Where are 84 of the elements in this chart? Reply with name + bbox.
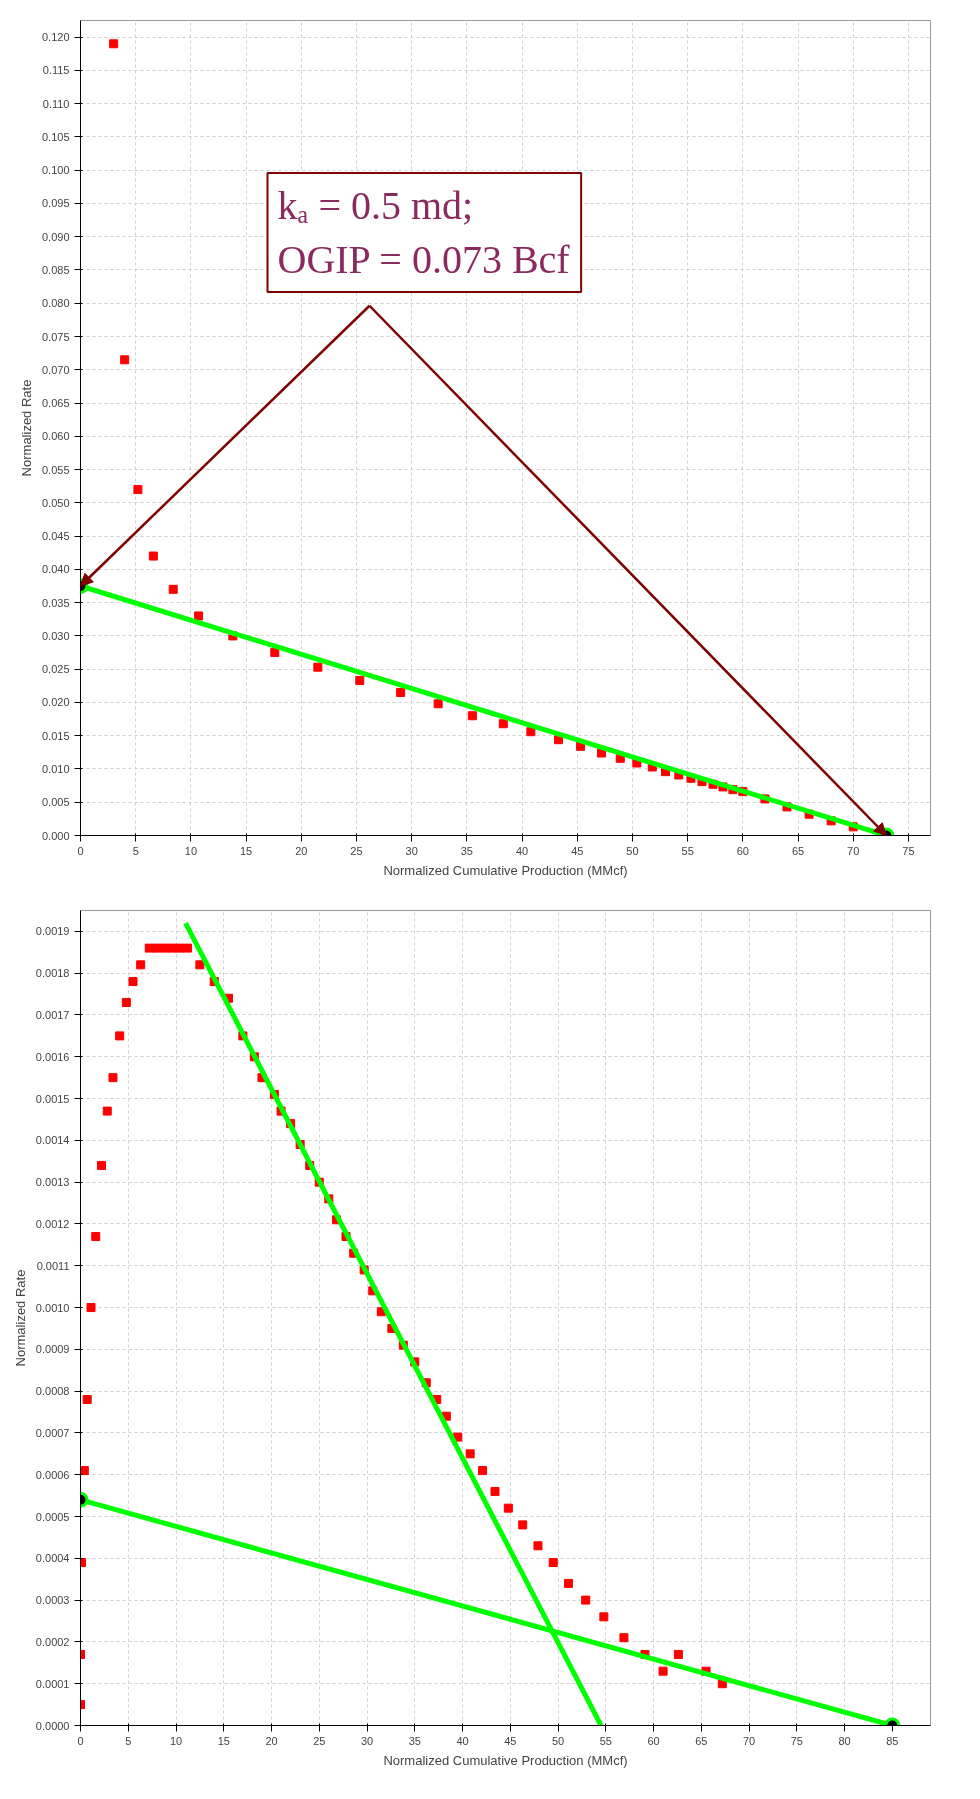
x-tick-label: 15 [217, 1734, 230, 1747]
x-tick-label: 50 [626, 844, 639, 857]
y-tick-label: 0.0010 [35, 1301, 70, 1314]
y-tick-label: 0.0013 [35, 1176, 70, 1189]
y-tick-label: 0.0008 [35, 1385, 70, 1398]
y-tick-label: 0.0015 [35, 1092, 70, 1105]
x-tick-label: 40 [515, 844, 529, 857]
x-tick-label: 60 [647, 1734, 660, 1747]
y-tick-label: 0.015 [41, 729, 70, 742]
y-tick-label: 0.070 [41, 363, 70, 376]
x-tick-label: 0 [77, 844, 84, 857]
y-tick-label: 0.005 [41, 796, 70, 809]
y-tick-label: 0.060 [41, 430, 70, 443]
y-tick-label: 0.0001 [35, 1677, 70, 1690]
y-tick-label: 0.035 [41, 596, 70, 609]
y-tick-label: 0.0000 [35, 1719, 70, 1732]
x-tick-label: 15 [239, 844, 253, 857]
y-tick-label: 0.040 [41, 563, 70, 576]
x-tick-label: 45 [504, 1734, 517, 1747]
y-tick-label: 0.045 [41, 530, 70, 543]
y-tick-label: 0.085 [41, 263, 70, 276]
x-tick-label: 25 [350, 844, 363, 857]
y-tick-label: 0.0002 [35, 1635, 70, 1648]
x-axis-title: Normalized Cumulative Production (MMcf) [383, 862, 628, 878]
y-tick-label: 0.0018 [35, 967, 70, 980]
y-tick-label: 0.0006 [35, 1468, 70, 1481]
y-tick-label: 0.0016 [35, 1050, 70, 1063]
x-tick-label: 65 [791, 844, 805, 857]
x-tick-label: 50 [551, 1734, 565, 1747]
y-tick-label: 0.000 [41, 829, 70, 842]
x-tick-label: 25 [313, 1734, 326, 1747]
x-tick-label: 10 [184, 844, 198, 857]
x-tick-label: 60 [736, 844, 749, 857]
x-tick-label: 70 [847, 844, 860, 857]
y-tick-label: 0.080 [41, 297, 70, 310]
y-axis-title: Normalized Rate [12, 1269, 28, 1367]
x-tick-label: 80 [838, 1734, 851, 1747]
y-axis-title: Normalized Rate [18, 379, 34, 477]
x-tick-label: 70 [742, 1734, 756, 1747]
x-tick-label: 55 [599, 1734, 612, 1747]
x-tick-label: 0 [77, 1734, 84, 1747]
y-tick-label: 0.0009 [35, 1343, 70, 1356]
y-tick-label: 0.0019 [35, 925, 70, 938]
y-tick-label: 0.0011 [36, 1259, 70, 1272]
y-tick-label: 0.030 [41, 629, 70, 642]
y-tick-label: 0.0005 [35, 1510, 70, 1523]
x-tick-label: 30 [360, 1734, 374, 1747]
y-tick-label: 0.050 [41, 496, 70, 509]
x-tick-label: 20 [295, 844, 308, 857]
x-tick-label: 20 [265, 1734, 278, 1747]
y-tick-label: 0.090 [41, 230, 70, 243]
x-tick-label: 45 [571, 844, 584, 857]
x-tick-label: 35 [460, 844, 473, 857]
annotation: kₐ = 0.5 md; OGIP = 0.073 Bcf [277, 182, 571, 282]
y-tick-label: 0.025 [41, 663, 70, 676]
y-tick-label: 0.055 [41, 463, 70, 476]
y-tick-label: 0.115 [42, 64, 70, 77]
y-tick-label: 0.0003 [35, 1594, 70, 1607]
x-tick-label: 5 [125, 1734, 132, 1747]
y-tick-label: 0.0004 [35, 1552, 70, 1565]
x-tick-label: 75 [902, 844, 915, 857]
x-axis-title: Normalized Cumulative Production (MMcf) [383, 1752, 628, 1768]
y-tick-label: 0.095 [41, 197, 70, 210]
y-tick-label: 0.020 [41, 696, 70, 709]
y-tick-label: 0.075 [41, 330, 70, 343]
x-tick-label: 55 [681, 844, 694, 857]
x-tick-label: 35 [408, 1734, 421, 1747]
x-tick-label: 30 [405, 844, 418, 857]
y-tick-label: 0.065 [41, 397, 70, 410]
x-tick-label: 5 [132, 844, 139, 857]
x-tick-label: 65 [695, 1734, 708, 1747]
y-tick-label: 0.010 [41, 762, 70, 775]
x-tick-label: 85 [886, 1734, 899, 1747]
y-tick-label: 0.0007 [35, 1426, 70, 1439]
y-tick-label: 0.105 [41, 130, 70, 143]
y-tick-label: 0.110 [42, 97, 70, 110]
y-tick-label: 0.120 [41, 31, 70, 44]
y-tick-label: 0.0014 [35, 1134, 70, 1147]
x-tick-label: 75 [790, 1734, 803, 1747]
x-tick-label: 40 [456, 1734, 469, 1747]
y-tick-label: 0.0017 [35, 1008, 70, 1021]
y-tick-label: 0.100 [41, 164, 70, 177]
y-tick-label: 0.0012 [35, 1217, 70, 1230]
x-tick-label: 10 [169, 1734, 183, 1747]
